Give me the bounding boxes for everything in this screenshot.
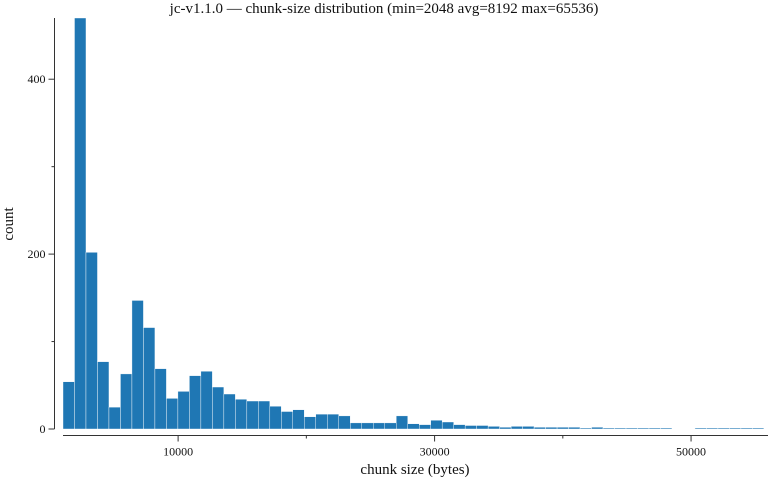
histogram-bar	[660, 427, 673, 430]
y-ticks-group: 0 200 400	[28, 72, 55, 436]
histogram-bar	[510, 426, 523, 430]
histogram-bar	[143, 327, 156, 430]
histogram-bar	[706, 427, 719, 430]
histogram-bar	[522, 426, 535, 430]
histogram-bar	[579, 427, 592, 430]
histogram-bar	[407, 423, 420, 430]
x-tick-label: 30000	[420, 445, 450, 459]
histogram-bar	[384, 422, 397, 430]
histogram-bar	[418, 424, 431, 430]
histogram-bar	[487, 426, 500, 430]
histogram-bar	[591, 427, 604, 430]
histogram-bar	[166, 398, 179, 430]
x-tick-label: 10000	[163, 445, 193, 459]
histogram-bar	[292, 409, 305, 430]
histogram-bar	[752, 427, 765, 430]
histogram-bar	[464, 425, 477, 430]
histogram-bar	[338, 415, 351, 430]
y-tick-label: 400	[28, 72, 46, 86]
histogram-bar	[441, 421, 454, 430]
histogram-bar	[556, 427, 569, 430]
histogram-bar	[200, 371, 213, 430]
histogram-bar	[545, 427, 558, 430]
histogram-bar	[625, 427, 638, 430]
histogram-bar	[177, 391, 190, 430]
histogram-bar	[154, 368, 167, 430]
histogram-bar	[373, 422, 385, 430]
histogram-bar	[258, 400, 271, 430]
histogram-bar	[476, 425, 489, 430]
histogram-bar	[269, 406, 282, 430]
histogram-bar	[97, 361, 110, 430]
histogram-bar	[189, 375, 202, 430]
y-tick-label: 0	[40, 422, 46, 436]
histogram-bar	[246, 400, 259, 430]
chart-title: jc-v1.1.0 — chunk-size distribution (min…	[169, 1, 599, 17]
x-axis-label: chunk size (bytes)	[360, 462, 469, 478]
histogram-bar	[108, 406, 121, 430]
histogram-bar	[327, 413, 339, 430]
histogram-bar	[350, 422, 362, 430]
histogram-bar	[637, 427, 650, 430]
histogram-bar	[648, 427, 661, 430]
histogram-bar	[315, 413, 328, 430]
histogram-bar	[281, 411, 294, 430]
histogram-bar	[694, 427, 707, 430]
histogram-bar	[717, 427, 730, 430]
histogram-bar	[614, 427, 627, 430]
histogram-bar	[120, 373, 133, 430]
histogram-bar	[212, 386, 225, 430]
histogram-bar	[235, 399, 248, 430]
x-tick-label: 50000	[676, 445, 706, 459]
histogram-bar	[740, 427, 753, 430]
histogram-bar	[74, 17, 87, 430]
histogram-bar	[568, 427, 581, 430]
bars-group	[62, 17, 765, 430]
histogram-bar	[85, 252, 98, 430]
histogram-bar	[361, 422, 374, 430]
histogram-bar	[430, 420, 443, 430]
histogram-bar	[396, 415, 408, 430]
histogram-bar	[602, 427, 615, 430]
y-axis-label: count	[1, 207, 17, 241]
histogram-bar	[533, 427, 546, 430]
histogram-bar	[453, 424, 466, 430]
histogram-bar	[304, 416, 316, 430]
histogram-bar	[499, 427, 512, 430]
y-tick-label: 200	[28, 247, 46, 261]
histogram-bar	[131, 300, 144, 430]
x-ticks-group: 10000 30000 50000	[163, 435, 706, 459]
histogram-bar	[62, 381, 75, 430]
histogram-bar	[223, 393, 236, 430]
histogram-bar	[729, 427, 742, 430]
